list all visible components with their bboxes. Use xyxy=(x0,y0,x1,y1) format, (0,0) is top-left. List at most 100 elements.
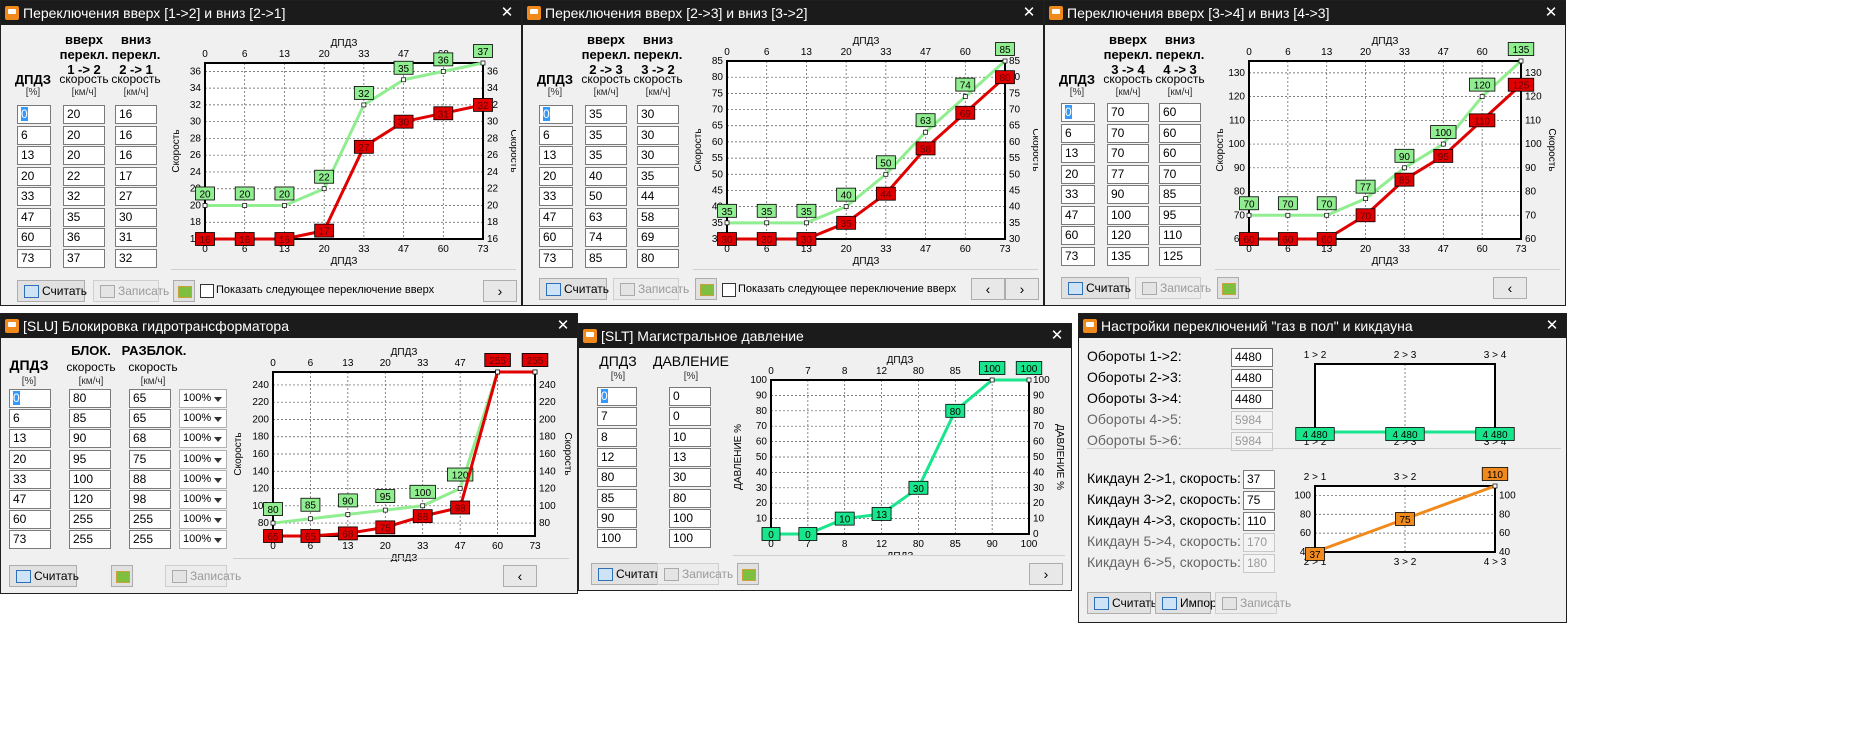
close-icon[interactable]: ✕ xyxy=(1545,317,1559,334)
down-speed-input[interactable]: 69 xyxy=(637,228,679,247)
dpdz-input[interactable]: 6 xyxy=(539,125,573,145)
close-icon[interactable]: ✕ xyxy=(1050,327,1064,344)
pressure-input[interactable]: 100 xyxy=(669,529,711,549)
down-speed-input[interactable]: 30 xyxy=(115,207,157,227)
kickdown-input[interactable]: 37 xyxy=(1243,470,1275,489)
close-icon[interactable]: ✕ xyxy=(1544,4,1558,21)
close-icon[interactable]: ✕ xyxy=(556,317,570,334)
dpdz-input[interactable]: 7 xyxy=(597,407,637,427)
up-speed-input[interactable]: 63 xyxy=(585,207,627,227)
percent-select[interactable]: 100% xyxy=(179,429,227,449)
show-next-checkbox[interactable] xyxy=(722,283,736,297)
pressure-input[interactable]: 100 xyxy=(669,508,711,528)
dpdz-input[interactable]: 60 xyxy=(539,228,573,247)
down-speed-input[interactable]: 27 xyxy=(115,187,157,206)
unlock-speed-input[interactable]: 68 xyxy=(129,429,171,449)
dpdz-input[interactable]: 20 xyxy=(9,449,51,469)
dpdz-input[interactable]: 90 xyxy=(597,508,637,528)
next-button[interactable]: › xyxy=(483,280,517,302)
calculate-button[interactable]: Считать xyxy=(1061,277,1131,299)
down-speed-input[interactable]: 125 xyxy=(1159,246,1201,266)
lock-speed-input[interactable]: 255 xyxy=(69,530,111,550)
dpdz-input[interactable]: 33 xyxy=(9,469,51,489)
next-button[interactable]: › xyxy=(1029,563,1063,585)
percent-select[interactable]: 100% xyxy=(179,510,227,530)
export-icon-button[interactable] xyxy=(173,280,195,302)
up-speed-input[interactable]: 50 xyxy=(585,187,627,206)
dpdz-input[interactable]: 20 xyxy=(1061,164,1095,184)
dpdz-input[interactable]: 33 xyxy=(539,187,573,206)
dpdz-input[interactable]: 6 xyxy=(17,125,51,145)
dpdz-input[interactable]: 13 xyxy=(539,146,573,165)
lock-speed-input[interactable]: 90 xyxy=(69,429,111,449)
up-speed-input[interactable]: 35 xyxy=(585,146,627,165)
prev-button[interactable]: ‹ xyxy=(1493,277,1527,299)
down-speed-input[interactable]: 60 xyxy=(1159,144,1201,163)
write-button[interactable]: Записать xyxy=(1135,277,1211,299)
dpdz-input[interactable]: 12 xyxy=(597,447,637,467)
up-speed-input[interactable]: 74 xyxy=(585,228,627,247)
up-speed-input[interactable]: 35 xyxy=(63,207,105,227)
unlock-speed-input[interactable]: 255 xyxy=(129,510,171,530)
unlock-speed-input[interactable]: 255 xyxy=(129,530,171,550)
close-icon[interactable]: ✕ xyxy=(500,4,514,21)
unlock-speed-input[interactable]: 88 xyxy=(129,469,171,489)
down-speed-input[interactable]: 60 xyxy=(1159,123,1201,143)
lock-speed-input[interactable]: 100 xyxy=(69,469,111,489)
pressure-input[interactable]: 80 xyxy=(669,488,711,508)
export-icon-button[interactable] xyxy=(737,563,759,585)
down-speed-input[interactable]: 17 xyxy=(115,166,157,186)
export-icon-button[interactable] xyxy=(111,565,133,587)
dpdz-input[interactable]: 47 xyxy=(9,490,51,509)
lock-speed-input[interactable]: 80 xyxy=(69,389,111,408)
down-speed-input[interactable]: 16 xyxy=(115,146,157,165)
kickdown-input[interactable]: 75 xyxy=(1243,491,1275,510)
close-icon[interactable]: ✕ xyxy=(1022,4,1036,21)
down-speed-input[interactable]: 30 xyxy=(637,125,679,145)
lock-speed-input[interactable]: 85 xyxy=(69,409,111,429)
dpdz-input[interactable]: 47 xyxy=(17,207,51,227)
up-speed-input[interactable]: 20 xyxy=(63,105,105,124)
unlock-speed-input[interactable]: 98 xyxy=(129,490,171,509)
percent-select[interactable]: 100% xyxy=(179,469,227,489)
down-speed-input[interactable]: 44 xyxy=(637,187,679,206)
write-button[interactable]: Записать xyxy=(93,280,169,302)
down-speed-input[interactable]: 95 xyxy=(1159,205,1201,225)
rpm-input[interactable]: 4480 xyxy=(1231,390,1273,409)
import-button[interactable]: Импорт xyxy=(1155,592,1222,614)
dpdz-input[interactable]: 80 xyxy=(597,468,637,488)
up-speed-input[interactable]: 70 xyxy=(1107,123,1149,143)
percent-select[interactable]: 100% xyxy=(179,490,227,509)
up-speed-input[interactable]: 100 xyxy=(1107,205,1149,225)
dpdz-input[interactable]: 85 xyxy=(597,488,637,508)
down-speed-input[interactable]: 16 xyxy=(115,125,157,145)
unlock-speed-input[interactable]: 65 xyxy=(129,389,171,408)
show-next-checkbox[interactable] xyxy=(200,284,214,298)
dpdz-input[interactable]: 8 xyxy=(597,427,637,447)
write-button[interactable]: Записать xyxy=(613,278,689,300)
lock-speed-input[interactable]: 255 xyxy=(69,510,111,530)
up-speed-input[interactable]: 135 xyxy=(1107,246,1149,266)
down-speed-input[interactable]: 35 xyxy=(637,166,679,186)
calculate-button[interactable]: Считать xyxy=(17,280,87,302)
rpm-input[interactable]: 4480 xyxy=(1231,348,1273,367)
down-speed-input[interactable]: 85 xyxy=(1159,185,1201,204)
up-speed-input[interactable]: 36 xyxy=(63,228,105,247)
dpdz-input[interactable]: 33 xyxy=(1061,185,1095,204)
dpdz-input[interactable]: 100 xyxy=(597,529,637,549)
prev-button[interactable]: ‹ xyxy=(503,565,537,587)
dpdz-input[interactable]: 0 xyxy=(1061,103,1095,122)
percent-select[interactable]: 100% xyxy=(179,530,227,550)
dpdz-input[interactable]: 73 xyxy=(9,530,51,550)
dpdz-input[interactable]: 0 xyxy=(597,387,637,406)
down-speed-input[interactable]: 60 xyxy=(1159,103,1201,122)
write-button[interactable]: Записать xyxy=(165,565,241,587)
export-icon-button[interactable] xyxy=(1217,277,1239,299)
dpdz-input[interactable]: 60 xyxy=(9,510,51,530)
calculate-button[interactable]: Считать xyxy=(591,563,661,585)
dpdz-input[interactable]: 60 xyxy=(17,228,51,247)
up-speed-input[interactable]: 22 xyxy=(63,166,105,186)
dpdz-input[interactable]: 73 xyxy=(539,248,573,268)
prev-button[interactable]: ‹ xyxy=(971,278,1005,300)
kickdown-input[interactable]: 110 xyxy=(1243,512,1275,531)
